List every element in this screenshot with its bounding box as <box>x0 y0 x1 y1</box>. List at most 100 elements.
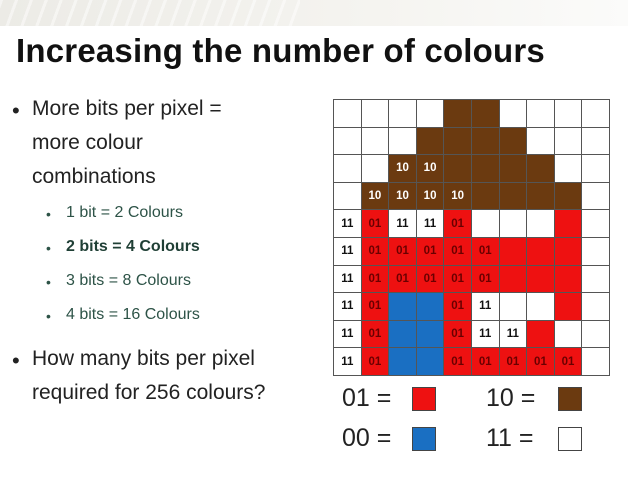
pixel-cell <box>499 127 528 156</box>
pixel-cell <box>582 293 610 321</box>
pixel-cell: 10 <box>444 182 472 211</box>
pixel-cell: 10 <box>416 155 445 183</box>
pixel-cell <box>334 182 362 211</box>
pixel-cell <box>554 182 583 211</box>
pixel-cell <box>527 265 555 294</box>
pixel-cell <box>527 100 555 128</box>
pixel-cell <box>389 320 417 349</box>
sub-bullet-dot: • <box>46 274 51 290</box>
pixel-cell <box>554 100 583 128</box>
pixel-cell <box>527 155 555 183</box>
bullet-main-2-line-2: required for 256 colours? <box>32 381 266 404</box>
pixel-cell: 11 <box>499 320 528 349</box>
pixel-cell <box>416 348 445 376</box>
bullet-main-2-line-1: How many bits per pixel <box>32 347 255 370</box>
pixel-cell <box>416 127 445 156</box>
pixel-cell <box>334 100 362 128</box>
pixel-cell: 01 <box>444 210 472 238</box>
legend-code-white: 11 = <box>486 424 534 452</box>
legend-swatch-red <box>412 387 436 411</box>
bullet-main-1-line-1: More bits per pixel = <box>32 97 222 120</box>
pixel-cell <box>527 237 555 266</box>
pixel-cell: 01 <box>444 293 472 321</box>
pixel-cell <box>334 127 362 156</box>
sub-bullet-1-bit: 1 bit = 2 Colours <box>66 204 183 221</box>
bullet-dot: • <box>12 98 20 123</box>
pixel-cell <box>444 155 472 183</box>
pixel-cell <box>499 210 528 238</box>
pixel-cell: 01 <box>416 265 445 294</box>
pixel-cell: 01 <box>444 348 472 376</box>
pixel-cell <box>389 293 417 321</box>
sub-bullet-2-bits: 2 bits = 4 Colours <box>66 238 200 255</box>
sub-bullet-3-bits: 3 bits = 8 Colours <box>66 272 191 289</box>
bullet-main-1-line-3: combinations <box>32 165 156 188</box>
pixel-cell <box>389 127 417 156</box>
sub-bullet-dot: • <box>46 308 51 324</box>
legend-swatch-brown <box>558 387 582 411</box>
pixel-cell: 11 <box>416 210 445 238</box>
pixel-grid: 10 10 10 10 10 10 11 01 11 11 01 11 01 01 01 01 01 11 01 01… <box>333 99 610 376</box>
pixel-cell <box>444 100 472 128</box>
pixel-cell: 01 <box>389 237 417 266</box>
legend-code-blue: 00 = <box>342 424 392 452</box>
pixel-cell: 11 <box>389 210 417 238</box>
pixel-cell <box>334 155 362 183</box>
pixel-cell: 11 <box>334 348 362 376</box>
decorative-hatch <box>0 0 300 26</box>
pixel-cell: 11 <box>334 210 362 238</box>
bullet-dot: • <box>12 348 20 373</box>
pixel-cell <box>527 210 555 238</box>
pixel-cell <box>499 293 528 321</box>
pixel-cell <box>582 127 610 156</box>
pixel-cell: 11 <box>334 293 362 321</box>
pixel-cell: 11 <box>334 237 362 266</box>
sub-bullet-4-bits: 4 bits = 16 Colours <box>66 306 200 323</box>
pixel-cell <box>499 237 528 266</box>
pixel-cell <box>389 100 417 128</box>
pixel-cell <box>554 265 583 294</box>
pixel-cell <box>499 182 528 211</box>
pixel-cell: 01 <box>361 348 390 376</box>
pixel-cell: 01 <box>554 348 583 376</box>
pixel-cell <box>499 100 528 128</box>
pixel-cell <box>361 127 390 156</box>
pixel-cell: 11 <box>334 265 362 294</box>
pixel-cell <box>499 265 528 294</box>
pixel-cell <box>527 127 555 156</box>
pixel-cell: 10 <box>361 182 390 211</box>
pixel-cell: 01 <box>361 320 390 349</box>
pixel-cell <box>527 320 555 349</box>
pixel-cell: 01 <box>389 265 417 294</box>
pixel-cell <box>554 210 583 238</box>
pixel-cell <box>444 127 472 156</box>
pixel-cell <box>471 100 500 128</box>
pixel-cell: 01 <box>471 237 500 266</box>
legend-swatch-blue <box>412 427 436 451</box>
pixel-cell <box>499 155 528 183</box>
pixel-cell <box>416 293 445 321</box>
sub-bullet-dot: • <box>46 240 51 256</box>
pixel-cell: 10 <box>416 182 445 211</box>
legend-swatch-white <box>558 427 582 451</box>
pixel-cell: 10 <box>389 155 417 183</box>
pixel-cell: 01 <box>416 237 445 266</box>
pixel-cell <box>554 320 583 349</box>
pixel-cell <box>416 320 445 349</box>
pixel-cell <box>471 127 500 156</box>
pixel-cell: 01 <box>361 265 390 294</box>
pixel-cell: 01 <box>361 210 390 238</box>
legend-code-red: 01 = <box>342 384 392 412</box>
pixel-cell: 10 <box>389 182 417 211</box>
pixel-cell: 11 <box>334 320 362 349</box>
pixel-cell <box>582 210 610 238</box>
pixel-cell: 01 <box>499 348 528 376</box>
decorative-header-strip <box>0 0 628 26</box>
pixel-cell <box>416 100 445 128</box>
pixel-cell: 11 <box>471 293 500 321</box>
pixel-cell <box>582 155 610 183</box>
pixel-cell <box>361 100 390 128</box>
pixel-cell <box>471 210 500 238</box>
pixel-cell: 01 <box>471 348 500 376</box>
